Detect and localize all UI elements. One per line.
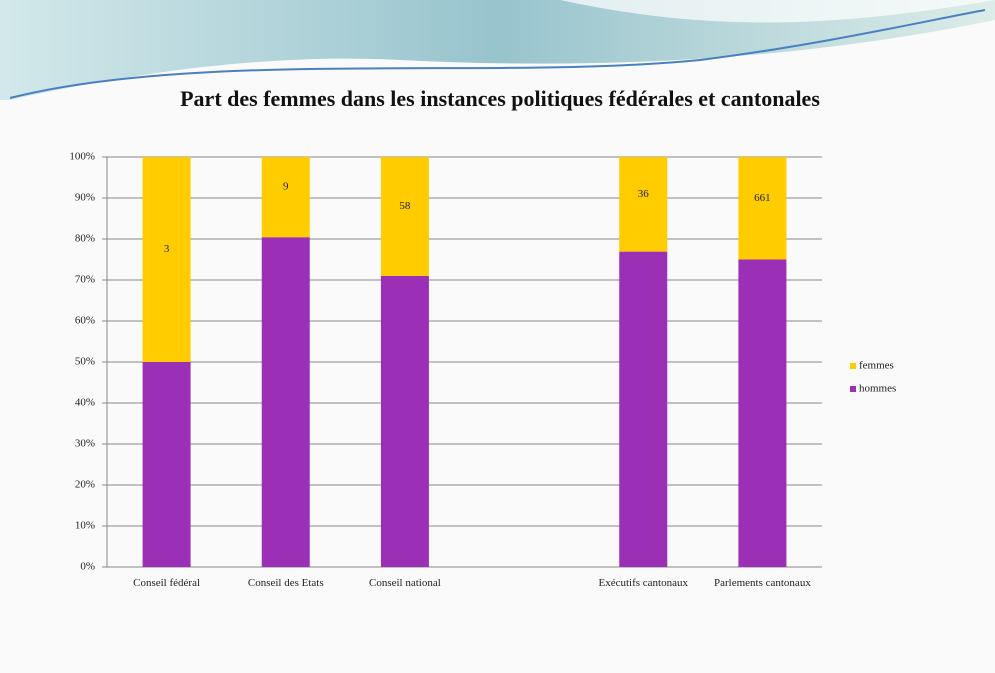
x-tick-label: Exécutifs cantonaux xyxy=(588,577,698,590)
data-label: 661 xyxy=(754,192,771,204)
data-label: 9 xyxy=(283,181,289,193)
bar-segment xyxy=(738,157,786,260)
y-tick-label: 100% xyxy=(69,151,95,163)
bar-segment xyxy=(381,276,429,567)
y-tick-label: 30% xyxy=(75,438,95,450)
bar-segment xyxy=(143,157,191,362)
y-tick-label: 60% xyxy=(75,315,95,327)
y-tick-label: 0% xyxy=(80,561,95,573)
x-tick-label: Conseil des Etats xyxy=(231,577,341,590)
bar-segment xyxy=(262,237,310,567)
bar-segment xyxy=(262,157,310,237)
legend-swatch xyxy=(850,363,856,369)
x-tick-label: Conseil fédéral xyxy=(112,577,222,590)
y-tick-label: 80% xyxy=(75,233,95,245)
data-label: 36 xyxy=(638,188,650,200)
legend-label: femmes xyxy=(859,360,894,372)
x-tick-label: Conseil national xyxy=(350,577,460,590)
bar-segment xyxy=(619,252,667,567)
bar-segment xyxy=(738,260,786,568)
legend-swatch xyxy=(850,386,856,392)
bar-segment xyxy=(143,362,191,567)
y-tick-label: 90% xyxy=(75,192,95,204)
bar-segment xyxy=(619,157,667,252)
y-tick-label: 40% xyxy=(75,397,95,409)
y-tick-label: 10% xyxy=(75,520,95,532)
x-tick-label: Parlements cantonaux xyxy=(707,577,817,590)
legend-label: hommes xyxy=(859,383,896,395)
data-label: 58 xyxy=(399,200,411,212)
slide: 0% 10% 20% 30% 40% 50% 60% 70% 80% 90% 100% 3 9 58 36 6… xyxy=(0,0,995,673)
chart-title: Part des femmes dans les instances polit… xyxy=(120,86,880,112)
y-tick-label: 50% xyxy=(75,356,95,368)
y-tick-label: 70% xyxy=(75,274,95,286)
y-tick-label: 20% xyxy=(75,479,95,491)
bar-segment xyxy=(381,157,429,276)
data-label: 3 xyxy=(164,243,170,255)
